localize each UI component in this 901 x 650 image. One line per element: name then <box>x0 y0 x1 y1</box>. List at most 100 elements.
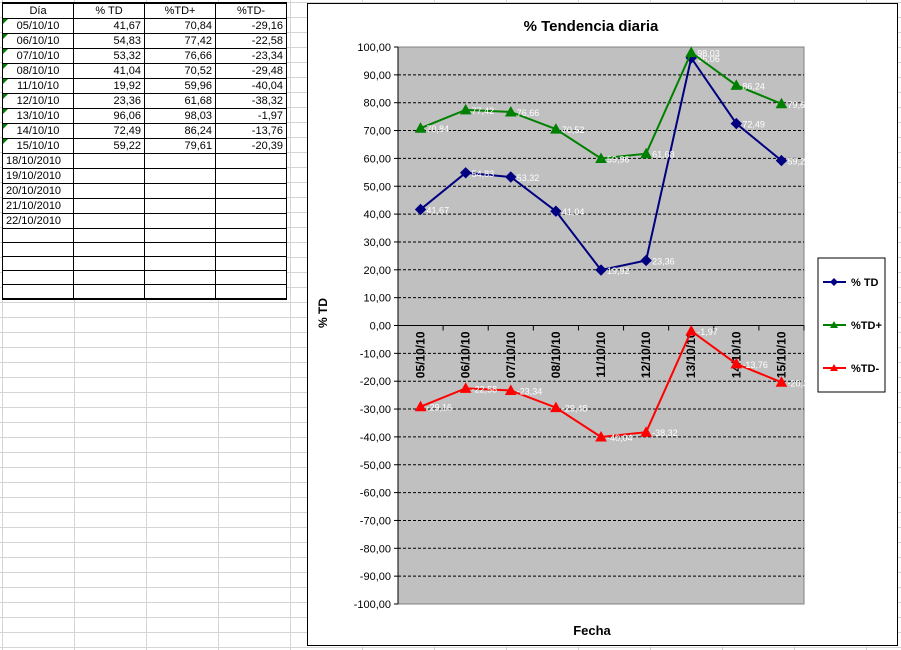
table-cell[interactable]: 79,61 <box>144 138 216 154</box>
table-cell[interactable] <box>73 242 145 257</box>
table-cell[interactable] <box>215 228 287 243</box>
table-cell[interactable]: -20,39 <box>215 138 287 154</box>
y-tick-label: -100,00 <box>354 599 391 611</box>
table-cell[interactable] <box>144 256 216 271</box>
table-cell[interactable]: 12/10/10 <box>2 93 74 109</box>
table-cell[interactable] <box>2 256 74 271</box>
y-tick-label: 90,00 <box>363 70 391 82</box>
table-cell[interactable] <box>144 228 216 243</box>
table-cell[interactable]: -29,48 <box>215 63 287 79</box>
table-cell[interactable]: 05/10/10 <box>2 18 74 34</box>
y-tick-label: 20,00 <box>363 265 391 277</box>
table-cell[interactable] <box>215 198 287 214</box>
legend-label: %TD+ <box>851 320 882 332</box>
x-axis-title: Fecha <box>573 623 611 638</box>
table-cell[interactable]: 19,92 <box>73 78 145 94</box>
table-cell[interactable]: 20/10/2010 <box>2 183 74 199</box>
data-label: -1,97 <box>697 327 718 337</box>
table-cell[interactable]: 76,66 <box>144 48 216 64</box>
table-cell[interactable]: 59,96 <box>144 78 216 94</box>
table-cell[interactable] <box>144 153 216 169</box>
table-cell[interactable] <box>144 213 216 229</box>
table-cell[interactable] <box>144 284 216 300</box>
data-label: -29,16 <box>427 403 453 413</box>
table-cell[interactable]: -1,97 <box>215 108 287 124</box>
data-point <box>504 105 517 117</box>
table-cell[interactable]: 07/10/10 <box>2 48 74 64</box>
table-cell[interactable]: 08/10/10 <box>2 63 74 79</box>
table-cell[interactable] <box>215 213 287 229</box>
table-cell[interactable] <box>73 228 145 243</box>
x-tick-label: 06/10/10 <box>459 331 473 378</box>
table-cell[interactable] <box>73 153 145 169</box>
table-cell[interactable] <box>73 213 145 229</box>
table-cell[interactable]: 70,84 <box>144 18 216 34</box>
table-cell[interactable]: -13,76 <box>215 123 287 139</box>
table-cell[interactable] <box>73 198 145 214</box>
table-cell[interactable] <box>73 168 145 184</box>
table-cell[interactable] <box>144 198 216 214</box>
table-cell[interactable]: 54,83 <box>73 33 145 49</box>
table-cell[interactable]: 41,67 <box>73 18 145 34</box>
table-cell[interactable]: -40,04 <box>215 78 287 94</box>
table-row: 11/10/10 19,92 59,96 -40,04 <box>2 78 287 94</box>
table-cell[interactable]: -38,32 <box>215 93 287 109</box>
column-header[interactable]: Día <box>2 2 74 19</box>
table-cell[interactable]: 21/10/2010 <box>2 198 74 214</box>
table-cell[interactable] <box>215 183 287 199</box>
table-cell[interactable] <box>144 183 216 199</box>
column-header[interactable]: %TD- <box>215 2 287 19</box>
column-header[interactable]: % TD <box>73 2 145 19</box>
table-cell[interactable] <box>215 256 287 271</box>
table-cell[interactable]: 41,04 <box>73 63 145 79</box>
table-cell[interactable]: 19/10/2010 <box>2 168 74 184</box>
table-cell[interactable] <box>215 153 287 169</box>
table-row: 22/10/2010 <box>2 213 287 229</box>
table-cell[interactable] <box>215 270 287 285</box>
table-row <box>2 242 287 257</box>
table-cell[interactable]: 77,42 <box>144 33 216 49</box>
data-label: 77,42 <box>472 106 495 116</box>
table-cell[interactable]: 23,36 <box>73 93 145 109</box>
table-cell[interactable]: 98,03 <box>144 108 216 124</box>
table-cell[interactable]: 61,68 <box>144 93 216 109</box>
table-cell[interactable]: -22,58 <box>215 33 287 49</box>
table-cell[interactable]: 18/10/2010 <box>2 153 74 169</box>
table-cell[interactable] <box>73 183 145 199</box>
table-cell[interactable] <box>2 228 74 243</box>
data-point <box>640 254 652 267</box>
table-cell[interactable] <box>2 242 74 257</box>
table-cell[interactable]: 86,24 <box>144 123 216 139</box>
table-row <box>2 228 287 243</box>
y-tick-label: -40,00 <box>360 432 391 444</box>
table-cell[interactable]: 11/10/10 <box>2 78 74 94</box>
table-cell[interactable] <box>144 168 216 184</box>
table-cell[interactable] <box>73 270 145 285</box>
table-cell[interactable]: -29,16 <box>215 18 287 34</box>
table-cell[interactable]: 72,49 <box>73 123 145 139</box>
table-cell[interactable]: 22/10/2010 <box>2 213 74 229</box>
chart-area[interactable]: % Tendencia diaria 100,00 90,00 80,00 70,00… <box>307 3 898 646</box>
table-cell[interactable]: 14/10/10 <box>2 123 74 139</box>
table-cell[interactable]: 06/10/10 <box>2 33 74 49</box>
table-cell[interactable] <box>215 242 287 257</box>
table-cell[interactable] <box>73 284 145 300</box>
table-cell[interactable]: 15/10/10 <box>2 138 74 154</box>
table-cell[interactable]: 59,22 <box>73 138 145 154</box>
table-cell[interactable] <box>215 168 287 184</box>
legend-marker <box>830 278 838 286</box>
data-point <box>685 324 698 336</box>
table-cell[interactable] <box>2 284 74 300</box>
data-label: 19,92 <box>607 266 630 276</box>
table-cell[interactable]: 53,32 <box>73 48 145 64</box>
table-cell[interactable]: -23,34 <box>215 48 287 64</box>
table-cell[interactable] <box>144 270 216 285</box>
table-cell[interactable] <box>144 242 216 257</box>
table-cell[interactable]: 70,52 <box>144 63 216 79</box>
table-cell[interactable] <box>73 256 145 271</box>
table-cell[interactable]: 96,06 <box>73 108 145 124</box>
column-header[interactable]: %TD+ <box>144 2 216 19</box>
table-cell[interactable] <box>215 284 287 300</box>
table-cell[interactable] <box>2 270 74 285</box>
table-cell[interactable]: 13/10/10 <box>2 108 74 124</box>
